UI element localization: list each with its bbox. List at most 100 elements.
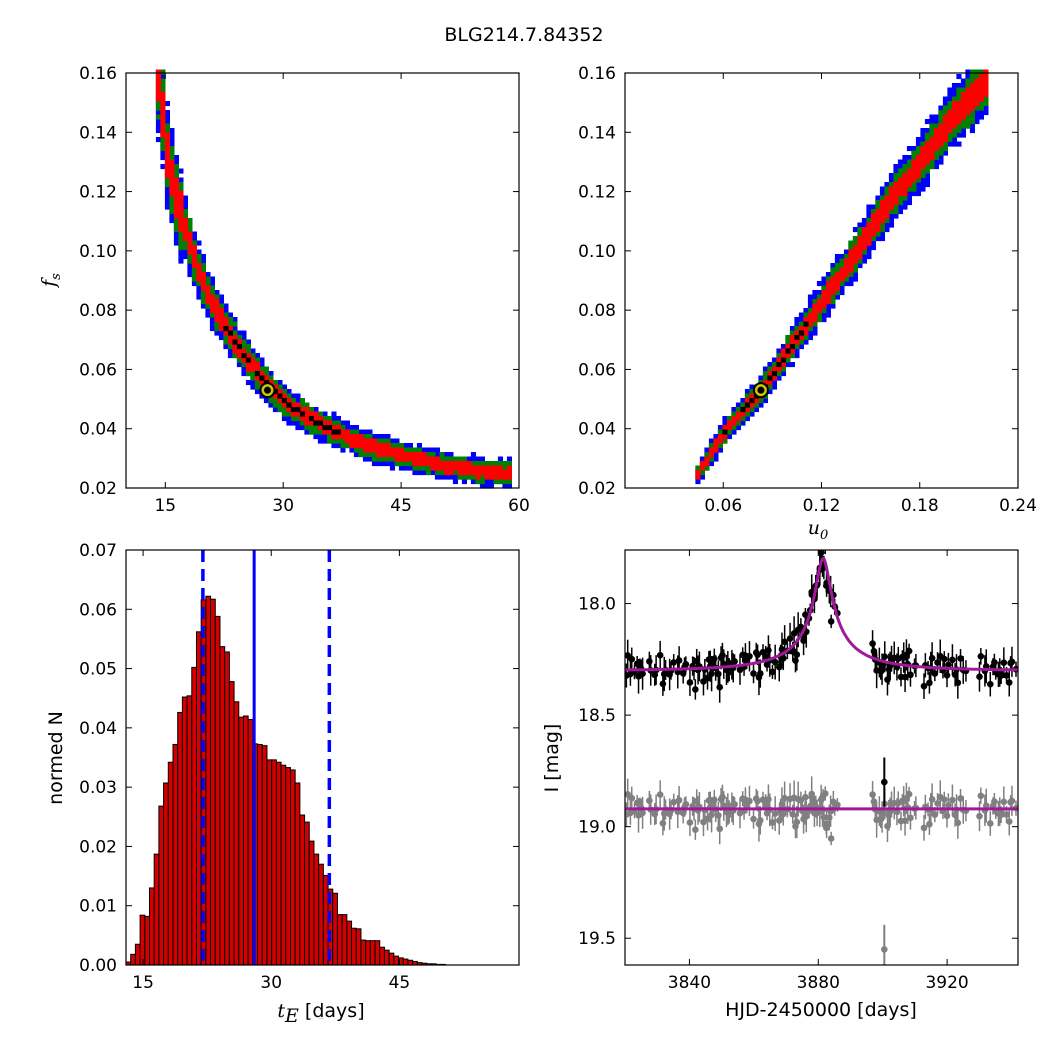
p2-cell-red [956,114,962,120]
p1-cell-blue [407,443,413,449]
p1-cell-red [457,465,463,471]
p1-cell-red [493,465,499,471]
p2-cell-green [951,96,957,102]
p1-cell-red [178,222,184,228]
p1-cell-blue [353,452,359,458]
p1-cell-green [506,461,512,467]
p2-cell-red [780,362,786,368]
p1-cell-blue [196,290,202,296]
p1-cell-green [326,434,332,440]
p2-cell-red [875,222,881,228]
p1-cell-blue [349,425,355,431]
p3-ytick-label: 0.07 [79,541,117,561]
p2-cell-green [780,366,786,372]
p1-cell-red [169,164,175,170]
residual-point [682,800,690,808]
p2-cell-blue [821,276,827,282]
p2-cell-green [776,353,782,359]
p2-cell-blue [902,159,908,165]
p2-cell-green [740,402,746,408]
p1-cell-black [331,429,337,435]
p1-cell-green [394,443,400,449]
p1-cell-blue [187,263,193,269]
p1-cell-red [209,294,215,300]
p2-cell-green [762,375,768,381]
p2-cell-blue [726,434,732,440]
p2-cell-blue [803,339,809,345]
p1-cell-green [479,474,485,480]
p2-cell-green [938,114,944,120]
p1-cell-blue [155,119,161,125]
p2-cell-green [902,168,908,174]
p2-cell-red [789,339,795,345]
p1-cell-red [236,339,242,345]
p1-cell-green [367,452,373,458]
p2-cell-red [951,110,957,116]
p1-ylabel: f_s [54,279,56,282]
p1-cell-blue [232,317,238,323]
p1-cell-green [209,290,215,296]
p1-cell-red [236,353,242,359]
p3-ytick-label: 0.04 [79,719,117,739]
p2-cell-blue [911,146,917,152]
p1-cell-red [250,362,256,368]
p1-cell-black [232,339,238,345]
p2-cell-red [713,447,719,453]
p4-ytick-label: 18.0 [578,595,616,615]
p1-cell-red [187,240,193,246]
p2-cell-blue [920,128,926,134]
p2-cell-black [798,330,804,336]
p1-cell-green [178,245,184,251]
p2-cell-red [834,276,840,282]
p2-cell-red [933,137,939,143]
p2-cell-red [956,105,962,111]
p2-cell-red [893,195,899,201]
p1-cell-green [196,281,202,287]
p2-ytick-label: 0.14 [578,123,616,143]
p1-cell-green [299,402,305,408]
p1-cell-green [241,362,247,368]
p2-cell-blue [848,281,854,287]
p2-cell-red [978,83,984,89]
p3-frame [125,549,520,966]
p2-cell-red [960,105,966,111]
p1-cell-green [367,434,373,440]
p2-cell-blue [816,290,822,296]
residual-point [907,814,914,822]
p1-cell-red [214,299,220,305]
p2-cell-red [983,69,989,75]
p1-cell-red [484,465,490,471]
p1-cell-red [322,429,328,435]
residual-point [639,809,646,817]
p2-cell-red [888,204,894,210]
p2-cell-green [924,164,930,170]
p2-cell-green [929,128,935,134]
p2-cell-blue [825,303,831,309]
p2-cell-green [839,258,845,264]
p1-cell-green [250,353,256,359]
p2-cell-red [929,150,935,156]
residual-point [945,801,952,809]
p1-cell-red [263,375,269,381]
p2-cell-red [978,87,984,93]
p1-cell-red [218,312,224,318]
p3-xtick-label: 15 [132,973,154,993]
p1-frame [125,72,520,489]
p2-cell-blue [884,182,890,188]
p2-cell-green [834,263,840,269]
p1-cell-red [268,380,274,386]
p2-cell-red [861,240,867,246]
p2-cell-red [884,213,890,219]
p2-cell-red [893,200,899,206]
p2-cell-green [798,339,804,345]
p1-cell-green [340,425,346,431]
data-point [692,686,699,693]
p2-cell-red [960,114,966,120]
p3-xtick-label: 30 [260,973,282,993]
p1-cell-red [200,281,206,287]
p1-cell-blue [412,470,418,476]
p2-cell-red [866,240,872,246]
p2-cell-green [978,101,984,107]
p1-cell-red [475,470,481,476]
p1-cell-green [502,465,508,471]
